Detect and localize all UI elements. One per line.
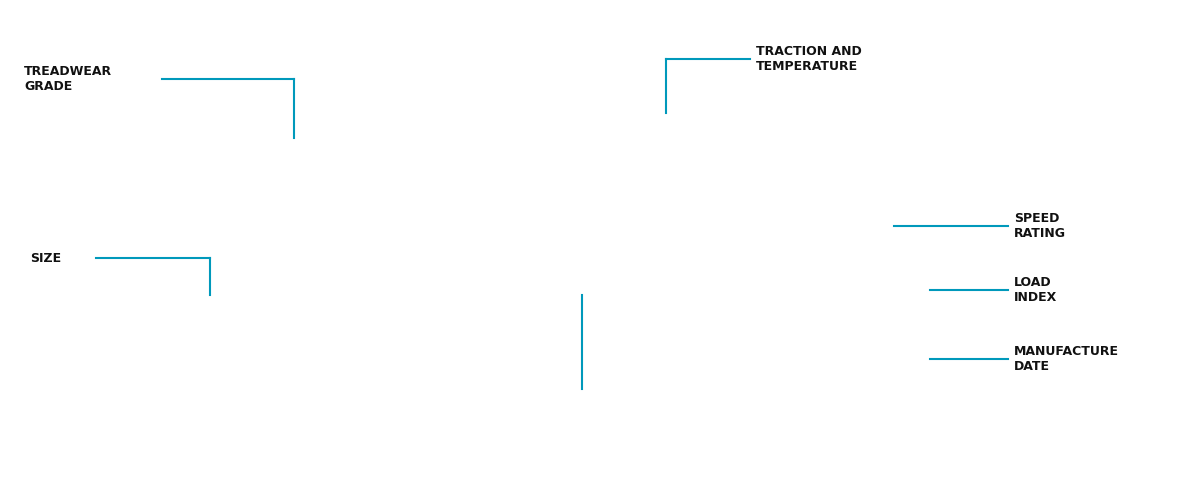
Text: TRACTION AND
TEMPERATURE: TRACTION AND TEMPERATURE [756, 45, 862, 73]
Text: TREADWEAR
GRADE: TREADWEAR GRADE [24, 65, 112, 92]
Text: LOAD
INDEX: LOAD INDEX [1014, 277, 1057, 304]
Text: SPEED
RATING: SPEED RATING [1014, 213, 1066, 240]
Text: MANUFACTURE
DATE: MANUFACTURE DATE [1014, 345, 1120, 373]
Text: SIZE: SIZE [30, 252, 61, 265]
